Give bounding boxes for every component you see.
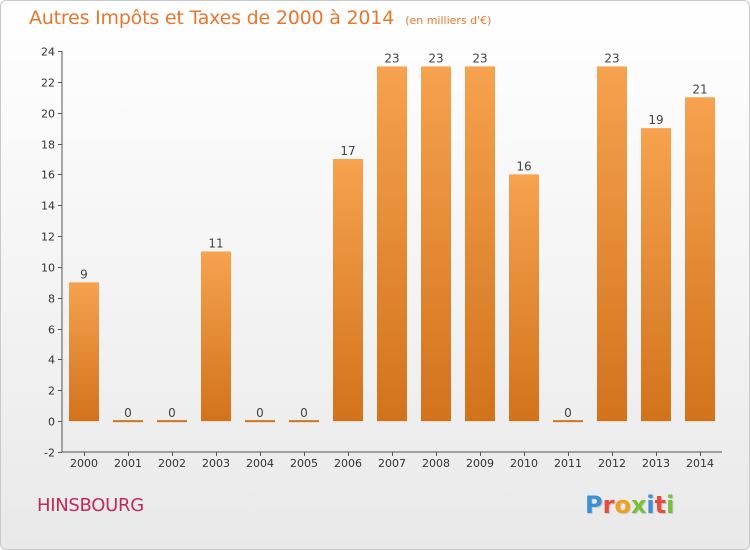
y-tick-label: 20 [41, 108, 55, 121]
bar-value-label: 21 [692, 82, 707, 96]
logo-letter: i [666, 491, 675, 519]
logo-letter: r [602, 491, 615, 519]
y-tick-label: 2 [48, 385, 55, 398]
y-tick-label: 8 [48, 293, 55, 306]
logo-letter: i [646, 491, 655, 519]
bar [553, 420, 583, 423]
bar [157, 420, 187, 423]
bar [421, 66, 451, 422]
y-tick-label: 22 [41, 77, 55, 90]
bar [641, 128, 671, 422]
y-tick-label: 6 [48, 324, 55, 337]
chart-subtitle: (en milliers d'€) [405, 14, 492, 27]
logo-letter: x [630, 491, 647, 519]
x-tick-label: 2010 [510, 457, 538, 470]
x-tick-label: 2009 [466, 457, 494, 470]
x-tick-label: 2006 [334, 457, 362, 470]
x-tick-label: 2014 [686, 457, 714, 470]
bar-value-label: 0 [168, 406, 176, 420]
logo-letter: P [585, 491, 603, 519]
x-tick-label: 2012 [598, 457, 626, 470]
chart-title: Autres Impôts et Taxes de 2000 à 2014 [29, 7, 395, 29]
y-tick-label: 0 [48, 416, 55, 429]
bar-value-label: 19 [648, 113, 663, 127]
bar [69, 282, 99, 422]
x-tick-label: 2004 [246, 457, 274, 470]
bar-value-label: 23 [604, 51, 619, 65]
bar [377, 66, 407, 422]
y-tick-label: 14 [41, 200, 55, 213]
logo-letter: t [654, 491, 667, 519]
x-tick-label: 2001 [114, 457, 142, 470]
bar-value-label: 0 [564, 406, 572, 420]
bar-value-label: 0 [124, 406, 132, 420]
x-tick-label: 2005 [290, 457, 318, 470]
y-tick-label: 4 [48, 354, 55, 367]
bar-value-label: 9 [80, 267, 88, 281]
bar [465, 66, 495, 422]
y-tick-label: 10 [41, 262, 55, 275]
title-wrap: Autres Impôts et Taxes de 2000 à 2014 (e… [29, 7, 491, 29]
bar [685, 97, 715, 422]
x-tick-label: 2007 [378, 457, 406, 470]
bar-value-label: 0 [256, 406, 264, 420]
bar-value-label: 0 [300, 406, 308, 420]
location-name: HINSBOURG [37, 495, 144, 516]
bar-value-label: 16 [516, 159, 531, 173]
x-tick-label: 2003 [202, 457, 230, 470]
logo-letter: o [614, 491, 631, 519]
bar [509, 174, 539, 422]
bar-value-label: 23 [472, 51, 487, 65]
y-tick-label: 24 [41, 46, 55, 59]
bar-value-label: 23 [384, 51, 399, 65]
x-tick-label: 2000 [70, 457, 98, 470]
proxiti-logo: Proxiti [585, 491, 674, 519]
bar-value-label: 23 [428, 51, 443, 65]
y-tick-label: 18 [41, 139, 55, 152]
bar [597, 66, 627, 422]
bar [333, 158, 363, 422]
x-tick-label: 2002 [158, 457, 186, 470]
y-tick-label: 16 [41, 169, 55, 182]
y-tick-label: -2 [44, 447, 55, 460]
bar [245, 420, 275, 423]
bar [201, 251, 231, 422]
bar-value-label: 11 [208, 237, 223, 251]
y-tick-label: 12 [41, 231, 55, 244]
bar [289, 420, 319, 423]
x-tick-label: 2011 [554, 457, 582, 470]
x-tick-label: 2013 [642, 457, 670, 470]
x-tick-label: 2008 [422, 457, 450, 470]
bar-value-label: 17 [340, 144, 355, 158]
bar [113, 420, 143, 423]
